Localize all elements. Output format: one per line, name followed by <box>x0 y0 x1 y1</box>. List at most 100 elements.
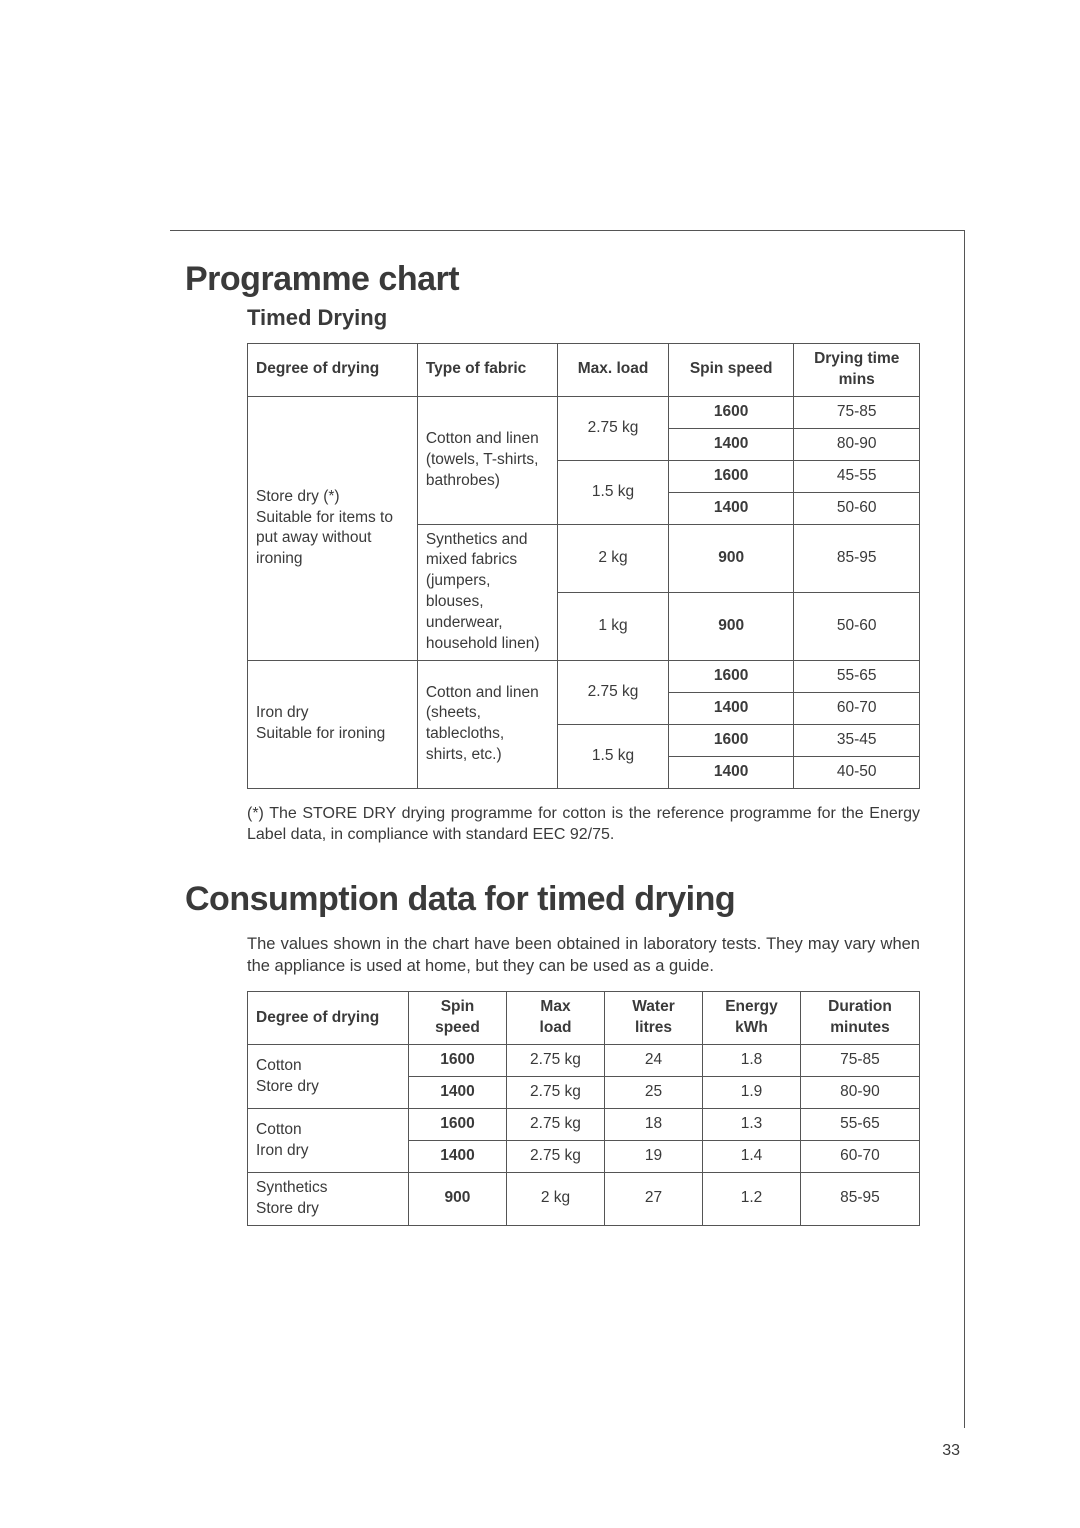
cell-deg2: Synthetics Store dry <box>248 1173 409 1226</box>
cell-fabric-cotton1: Cotton and linen (towels, T-shirts, bath… <box>417 396 557 524</box>
cell-load: 1.5 kg <box>558 460 669 524</box>
table-row: Store dry (*) Suitable for items to put … <box>248 396 920 428</box>
table-row: Synthetics Store dry 900 2 kg 27 1.2 85-… <box>248 1173 920 1226</box>
col-degree: Degree of drying <box>248 344 418 397</box>
g1-l1: Cotton <box>256 1121 302 1138</box>
cell-water2: 25 <box>604 1077 702 1109</box>
cell-spin2: 1400 <box>408 1077 506 1109</box>
footnote-store-dry: (*) The STORE DRY drying programme for c… <box>247 803 920 846</box>
g1-l2: Iron dry <box>256 1142 309 1159</box>
subheading-timed-drying: Timed Drying <box>247 305 920 331</box>
col-time-l2: mins <box>839 371 875 388</box>
cell-degree-iron-dry: Iron dry Suitable for ironing <box>248 661 418 789</box>
h-max-l1: Max <box>540 998 570 1015</box>
cell-load: 2.75 kg <box>558 661 669 725</box>
cell-time: 40-50 <box>794 756 920 788</box>
h-water-l1: Water <box>632 998 675 1015</box>
h-dur-l1: Duration <box>828 998 892 1015</box>
g0-l2: Store dry <box>256 1078 319 1095</box>
table2-wrap: Degree of drying Spin speed Max load Wat… <box>247 991 920 1225</box>
col-dur2: Duration minutes <box>800 992 919 1045</box>
h-water-l2: litres <box>635 1019 672 1036</box>
heading-consumption: Consumption data for timed drying <box>185 880 920 919</box>
col-maxload: Max. load <box>558 344 669 397</box>
cell-time: 45-55 <box>794 460 920 492</box>
cell-load2: 2.75 kg <box>506 1141 604 1173</box>
cell-dur2: 85-95 <box>800 1173 919 1226</box>
degree1-l1: Store dry (*) <box>256 488 340 505</box>
table-row: Iron dry Suitable for ironing Cotton and… <box>248 661 920 693</box>
cell-spin: 1600 <box>668 724 794 756</box>
cell-spin2: 1600 <box>408 1109 506 1141</box>
cell-degree-store-dry: Store dry (*) Suitable for items to put … <box>248 396 418 660</box>
cell-time: 75-85 <box>794 396 920 428</box>
cell-energy2: 1.9 <box>702 1077 800 1109</box>
page: Programme chart Timed Drying Degree of d… <box>0 0 1080 1528</box>
degree2-l2: Suitable for ironing <box>256 725 385 742</box>
page-content: Programme chart Timed Drying Degree of d… <box>115 230 965 1226</box>
cell-dur2: 80-90 <box>800 1077 919 1109</box>
cell-water2: 24 <box>604 1045 702 1077</box>
cell-spin: 1400 <box>668 428 794 460</box>
cell-spin: 1600 <box>668 661 794 693</box>
col-fabric: Type of fabric <box>417 344 557 397</box>
cell-energy2: 1.4 <box>702 1141 800 1173</box>
cell-dur2: 55-65 <box>800 1109 919 1141</box>
cell-spin2: 1600 <box>408 1045 506 1077</box>
table-row: Cotton Store dry 1600 2.75 kg 24 1.8 75-… <box>248 1045 920 1077</box>
col-time-l1: Drying time <box>814 350 899 367</box>
cell-time: 85-95 <box>794 524 920 592</box>
page-number: 33 <box>942 1442 960 1460</box>
cell-load2: 2.75 kg <box>506 1109 604 1141</box>
g2-l2: Store dry <box>256 1200 319 1217</box>
table1-wrap: Degree of drying Type of fabric Max. loa… <box>247 343 920 789</box>
cell-time: 50-60 <box>794 592 920 660</box>
cell-spin2: 900 <box>408 1173 506 1226</box>
cell-load: 1.5 kg <box>558 724 669 788</box>
cell-load2: 2.75 kg <box>506 1045 604 1077</box>
cell-time: 55-65 <box>794 661 920 693</box>
cell-load: 2.75 kg <box>558 396 669 460</box>
cell-spin: 1400 <box>668 492 794 524</box>
cell-fabric-cotton2: Cotton and linen (sheets, tablecloths, s… <box>417 661 557 789</box>
col-energy2: Energy kWh <box>702 992 800 1045</box>
col-max2: Max load <box>506 992 604 1045</box>
cell-load: 2 kg <box>558 524 669 592</box>
h-max-l2: load <box>540 1019 572 1036</box>
cell-spin2: 1400 <box>408 1141 506 1173</box>
cell-time: 35-45 <box>794 724 920 756</box>
g0-l1: Cotton <box>256 1057 302 1074</box>
cell-dur2: 60-70 <box>800 1141 919 1173</box>
cell-load: 1 kg <box>558 592 669 660</box>
cell-fabric-synth: Synthetics and mixed fabrics (jumpers, b… <box>417 524 557 661</box>
cell-water2: 27 <box>604 1173 702 1226</box>
col-water2: Water litres <box>604 992 702 1045</box>
consumption-table: Degree of drying Spin speed Max load Wat… <box>247 991 920 1225</box>
g2-l1: Synthetics <box>256 1179 328 1196</box>
col-degree2: Degree of drying <box>248 992 409 1045</box>
cell-deg2: Cotton Store dry <box>248 1045 409 1109</box>
h-energy-l1: Energy <box>725 998 778 1015</box>
cell-water2: 18 <box>604 1109 702 1141</box>
cell-dur2: 75-85 <box>800 1045 919 1077</box>
degree1-l2: Suitable for items to put away without i… <box>256 509 393 568</box>
col-spin: Spin speed <box>668 344 794 397</box>
cell-load2: 2.75 kg <box>506 1077 604 1109</box>
cell-time: 50-60 <box>794 492 920 524</box>
cell-spin: 1400 <box>668 756 794 788</box>
table-row: Cotton Iron dry 1600 2.75 kg 18 1.3 55-6… <box>248 1109 920 1141</box>
cell-spin: 1600 <box>668 460 794 492</box>
h-dur-l2: minutes <box>830 1019 889 1036</box>
cell-spin: 900 <box>668 524 794 592</box>
col-time: Drying time mins <box>794 344 920 397</box>
col-spin2: Spin speed <box>408 992 506 1045</box>
cell-spin: 900 <box>668 592 794 660</box>
timed-drying-table: Degree of drying Type of fabric Max. loa… <box>247 343 920 789</box>
cell-spin: 1400 <box>668 692 794 724</box>
cell-energy2: 1.2 <box>702 1173 800 1226</box>
cell-water2: 19 <box>604 1141 702 1173</box>
cell-spin: 1600 <box>668 396 794 428</box>
cell-load2: 2 kg <box>506 1173 604 1226</box>
cell-energy2: 1.3 <box>702 1109 800 1141</box>
table-header-row: Degree of drying Type of fabric Max. loa… <box>248 344 920 397</box>
